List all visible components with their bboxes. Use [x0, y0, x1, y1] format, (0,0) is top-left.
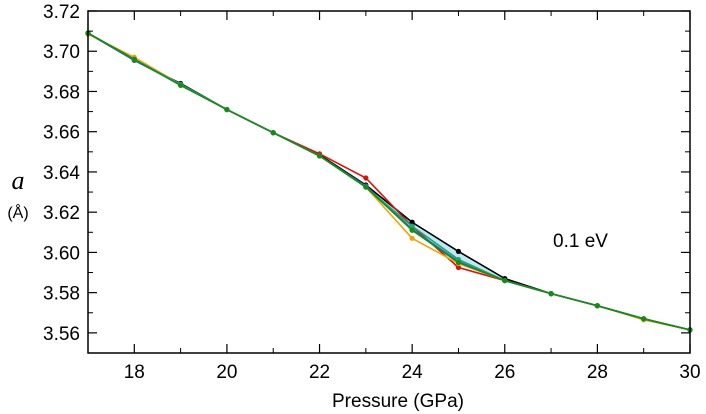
- y-tick-label: 3.68: [43, 82, 80, 103]
- y-tick-label: 3.70: [43, 42, 80, 63]
- series-5-point-1: [131, 56, 137, 62]
- series-2-point-7: [409, 235, 415, 241]
- x-tick-label: 26: [494, 362, 515, 383]
- series-5-point-8: [455, 259, 462, 266]
- annotation-label: 0.1 eV: [553, 231, 608, 252]
- x-tick-label: 28: [587, 362, 608, 383]
- series-0-point-8: [455, 248, 462, 255]
- series-5-point-11: [594, 303, 600, 309]
- x-tick-label: 24: [402, 362, 424, 383]
- plot-frame-layer: [87, 10, 691, 354]
- x-axis-title: Pressure (GPa): [332, 391, 464, 412]
- series-1: [85, 30, 693, 333]
- series-1-point-8: [455, 264, 462, 271]
- series-1-line: [87, 32, 691, 331]
- y-tick-label: 3.66: [43, 123, 80, 144]
- series-4: [85, 30, 693, 333]
- series-1-point-6: [363, 175, 369, 181]
- series-5-point-7: [409, 227, 415, 233]
- x-tick-label: 30: [679, 362, 700, 383]
- plot-frame: [87, 10, 691, 354]
- x-tick-label: 22: [309, 362, 330, 383]
- y-tick-label: 3.58: [43, 284, 80, 305]
- series-5-point-6: [363, 184, 369, 190]
- x-tick-label: 18: [124, 362, 145, 383]
- y-axis-symbol: a: [12, 166, 25, 195]
- series-5-point-12: [641, 316, 647, 322]
- series-0-line: [87, 32, 691, 331]
- uncertainty-band-layer: [88, 33, 690, 330]
- series-5-point-2: [178, 82, 184, 89]
- series-4-line: [87, 32, 691, 331]
- series-5-point-5: [316, 153, 323, 159]
- series-0-point-7: [409, 219, 415, 225]
- series-2-line: [87, 33, 691, 331]
- y-tick-label: 3.62: [43, 203, 80, 224]
- series-5-point-3: [224, 106, 230, 113]
- y-axis-unit: (Å): [7, 203, 28, 222]
- series-5-point-9: [502, 277, 508, 284]
- series-4-point-7: [409, 223, 415, 229]
- series-layer: [85, 30, 693, 333]
- series-2: [85, 31, 693, 333]
- y-tick-label: 3.60: [43, 243, 80, 264]
- series-3: [85, 30, 693, 333]
- series-5: [85, 30, 693, 333]
- y-tick-label: 3.56: [43, 324, 80, 345]
- ticks-layer: 18 20 22 24 26 28 30 3.56 3.58 3.60 3.62 3.64 3.66 3.…: [43, 2, 701, 383]
- y-tick-label: 3.72: [43, 2, 80, 23]
- series-5-point-10: [548, 291, 554, 297]
- series-5-line: [87, 32, 691, 331]
- y-tick-label: 3.64: [43, 163, 80, 184]
- uncertainty-band: [88, 33, 690, 330]
- series-3-line: [87, 32, 691, 331]
- series-0: [85, 30, 693, 333]
- x-tick-label: 20: [216, 362, 237, 383]
- series-5-point-4: [270, 130, 276, 136]
